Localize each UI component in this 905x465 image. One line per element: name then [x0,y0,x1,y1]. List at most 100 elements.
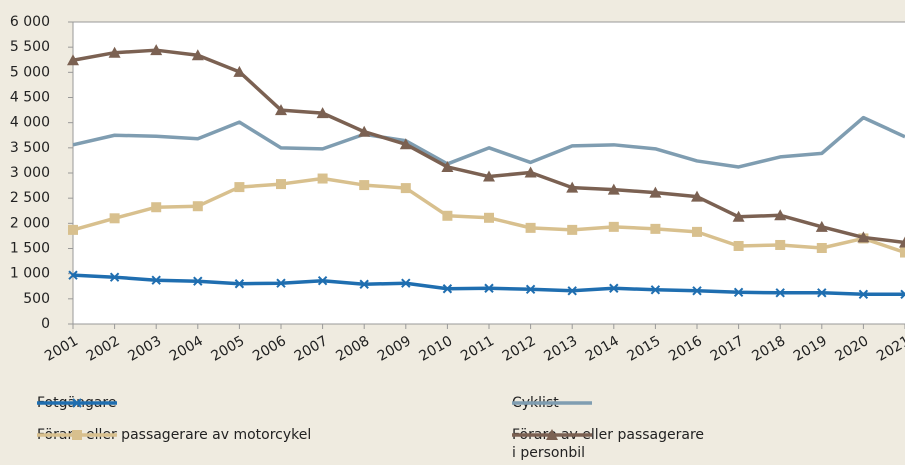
x-tick-label: 2014 [583,333,622,365]
marker [525,284,536,294]
marker [650,285,661,295]
x-tick-label: 2015 [625,333,664,365]
marker [483,170,495,182]
y-tick-label: 4 500 [10,90,50,106]
y-tick-label: 5 000 [10,64,50,80]
y-tick-label: 2 500 [10,190,50,206]
marker [317,276,328,286]
marker [109,272,120,282]
marker [524,166,537,178]
y-tick-label: 3 000 [10,165,50,181]
x-tick-label: 2004 [167,333,206,365]
x-tick-label: 2013 [541,333,580,365]
legend-symbol [512,429,592,440]
legend-marker [546,429,558,440]
legend-marker [72,430,82,440]
marker [68,270,78,280]
x-tick-label: 2006 [250,333,289,365]
marker [607,183,620,195]
legend-symbol [512,401,592,405]
marker [525,222,536,233]
marker [442,284,453,294]
marker [733,240,744,251]
series-line [72,115,905,169]
marker [484,212,494,223]
marker [358,125,371,137]
marker [150,44,163,56]
x-tick-label: 2002 [84,333,123,365]
marker [692,286,702,296]
marker [609,283,619,293]
legend-item: Förare av eller passagerare i personbil [512,426,704,462]
x-tick-label: 2009 [375,333,414,365]
marker [900,289,905,300]
x-tick-label: 2021 [874,333,905,365]
legend-label: Förare av eller passagerare i personbil [512,427,705,461]
marker [67,54,79,66]
marker [234,182,245,193]
marker [649,186,662,198]
y-tick-label: 6 000 [10,14,50,30]
x-tick-label: 2018 [749,333,788,365]
marker [857,231,870,243]
marker [276,179,286,190]
marker [234,279,245,289]
legend-symbol [37,430,117,440]
marker [275,104,287,116]
marker [151,275,161,285]
x-tick-label: 2005 [209,333,248,365]
marker [316,107,329,119]
x-tick-label: 2007 [292,333,331,365]
y-tick-label: 500 [23,291,50,307]
marker [191,49,204,61]
marker [692,226,702,237]
y-tick-label: 5 500 [10,39,50,55]
y-tick-label: 1 000 [10,266,50,282]
marker [899,236,905,248]
marker [400,183,411,194]
marker [650,223,661,234]
marker [900,247,905,258]
x-tick-label: 2017 [708,333,747,365]
marker [399,138,412,150]
marker [484,283,494,293]
marker [774,209,787,221]
marker [733,287,744,297]
legend-item: Förare eller passagerare av motorcykel [37,426,311,444]
marker [192,201,203,212]
y-tick-label: 0 [41,316,50,332]
x-tick-label: 2011 [458,333,497,365]
marker [732,210,745,222]
x-tick-label: 2012 [500,333,539,365]
marker [68,224,78,235]
marker [108,46,121,58]
marker [816,242,827,253]
legend-symbol [37,398,117,408]
x-tick-label: 2001 [42,333,81,365]
marker [441,160,454,172]
marker [151,202,162,213]
marker [401,278,411,288]
marker [233,65,246,77]
marker [817,288,827,298]
marker [359,180,370,191]
legend-item: Cyklist [512,394,592,412]
marker [442,210,453,221]
marker [567,286,577,296]
marker [359,279,369,289]
marker [276,278,286,288]
marker [109,213,120,224]
marker [193,276,203,286]
x-tick-label: 2008 [333,333,372,365]
marker [815,220,828,232]
legend-marker [72,398,82,408]
x-tick-label: 2020 [833,333,872,365]
legend-item: Fotgängare [37,394,117,412]
marker [858,289,869,300]
y-tick-label: 4 000 [10,115,50,131]
marker [775,288,785,298]
y-tick-label: 3 500 [10,140,50,156]
marker [317,173,328,184]
